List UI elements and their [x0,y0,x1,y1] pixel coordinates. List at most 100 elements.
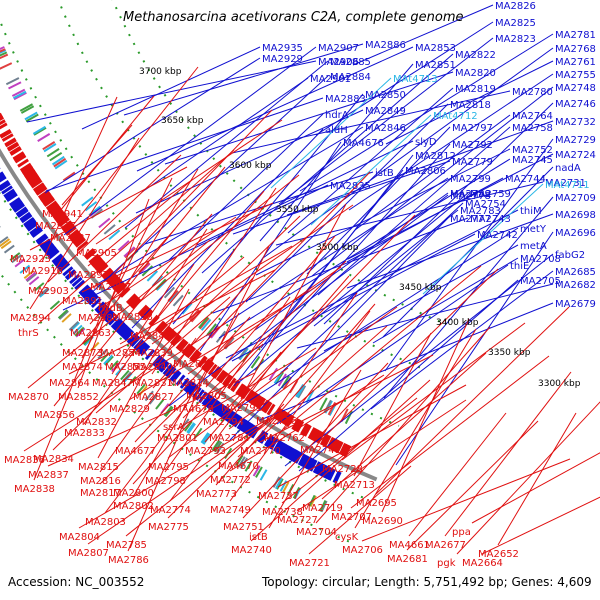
leader-line [317,126,511,296]
reverse-gene [266,403,276,416]
other-feature [292,487,301,499]
leader-line [199,141,342,352]
gene-label: MAt4711 [545,180,590,191]
other-feature [198,316,209,329]
label-leader-lines [23,4,600,555]
forward-gene [78,284,90,295]
other-feature [33,126,47,136]
other-feature [223,336,234,349]
other-feature [279,480,288,492]
gene-label: MA2781 [555,30,596,41]
gene-label: MA2799 [450,174,491,185]
gene-label: MA2874 [62,362,103,373]
leader-line [277,384,467,488]
reverse-gene [307,427,317,440]
other-feature [163,405,173,417]
forward-gene [64,269,76,280]
leader-line [225,209,519,359]
other-feature [81,196,94,207]
other-feature [319,500,327,512]
reverse-gene [4,137,17,147]
forward-gene [53,255,65,266]
other-feature [213,441,223,453]
gene-label: MA2935 [262,43,303,54]
reverse-gene [137,304,149,316]
leader-line [259,63,414,242]
gene-label: MA2798 [145,476,186,487]
forward-gene [153,356,164,368]
gene-label: MA2814 [168,378,209,389]
gene-label: MA2855 [105,362,146,373]
forward-gene [35,233,47,244]
gene-label: MA2816 [80,476,121,487]
other-feature [3,244,15,254]
gene-label: MA2784 [209,433,250,444]
gene-label: MA2858 [112,312,153,323]
other-feature [186,422,195,434]
gene-label: MA2696 [555,228,596,239]
forward-gene [0,182,11,192]
leader-line [341,322,526,461]
reverse-gene [125,293,137,305]
forward-gene [23,216,35,227]
forward-gene [179,377,190,389]
leader-line [135,109,364,214]
gene-label: MA2758 [512,123,553,134]
other-feature [255,466,263,478]
gene-label: MA2820 [455,68,496,79]
other-feature [43,143,57,153]
leader-line [346,177,504,263]
other-feature [184,420,193,432]
leader-line [406,420,539,551]
forward-gene [82,288,93,299]
other-feature [124,247,136,259]
other-feature [309,495,317,508]
forward-gene [297,453,307,466]
leader-line [444,371,572,537]
leader-line [354,328,477,529]
leader-line [283,265,482,430]
other-feature [97,349,108,360]
leader-line [182,260,347,419]
kbp-tick-label: 3450 kbp [399,283,442,293]
leader-line [229,217,449,441]
gene-label: MA2833 [64,428,105,439]
leader-line [144,171,374,245]
reverse-gene [83,248,95,259]
gene-label: MA2776 [256,416,297,427]
leader-line [151,187,277,375]
leader-line [255,148,511,276]
other-feature [14,258,26,268]
other-feature [0,48,6,53]
gene-label: fabG2 [555,250,585,261]
leader-line [229,310,371,502]
gene-label: MA2840 [132,362,173,373]
gene-label: MA2751 [223,522,264,533]
gene-label: MA2789 [450,189,491,200]
gene-label: MA2768 [555,44,596,55]
other-feature [200,432,210,444]
leader-line [228,306,398,430]
leader-line [352,4,494,66]
forward-gene [0,173,6,180]
gene-label: MA2792 [452,140,493,151]
forward-gene [47,248,59,259]
forward-gene [1,185,13,195]
leader-line [281,397,418,504]
gene-label: MA2927 [50,233,91,244]
gene-label: MA2886 [365,40,406,51]
gene-label: MA2885 [330,57,371,68]
other-feature [187,423,196,434]
leader-line [29,137,140,310]
other-feature [8,81,22,90]
reverse-gene [77,240,89,251]
kbp-tick-labels: 3700 kbp 3650 kbp 3600 kbp 3550 kbp 3500 kbp… [139,67,581,389]
gene-label: MA2740 [231,545,272,556]
reverse-gene [90,255,102,266]
other-feature [211,439,221,451]
other-feature [20,105,35,114]
other-feature [84,201,98,212]
leader-line [141,77,309,193]
other-feature [296,384,306,398]
reverse-gene [32,182,45,192]
